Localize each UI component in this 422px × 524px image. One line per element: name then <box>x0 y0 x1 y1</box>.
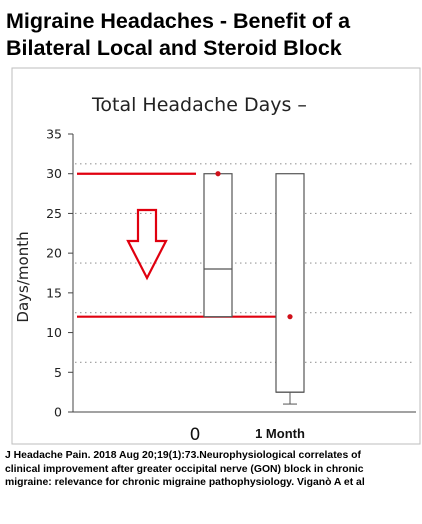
citation-line-3: migraine: relevance for chronic migraine… <box>5 477 365 489</box>
y-tick-label-0: 0 <box>54 405 62 420</box>
x-category-labels: 0 1 Month <box>190 425 305 445</box>
y-tick-label-5: 5 <box>54 365 62 380</box>
mean-marker-0 <box>215 171 221 177</box>
citation-line-2: clinical improvement after greater occip… <box>5 463 364 475</box>
box-plot-chart: Total Headache Days – Days/month 0 5 10 15 2… <box>11 67 421 445</box>
slide-title: Migraine Headaches - Benefit of a Bilate… <box>6 8 418 62</box>
x-category-label-1: 1 Month <box>255 426 305 441</box>
grid-lines <box>75 163 415 363</box>
down-arrow-annotation <box>126 208 168 281</box>
boxes <box>203 171 305 405</box>
box-1 <box>275 173 305 405</box>
y-tick-label-15: 15 <box>46 285 62 300</box>
chart-title: Total Headache Days – <box>91 94 307 116</box>
x-category-label-0: 0 <box>190 425 201 445</box>
chart-frame <box>11 67 421 445</box>
mean-marker-1 <box>287 314 293 320</box>
y-axis-label: Days/month <box>14 231 32 322</box>
box-body-1 <box>275 173 305 393</box>
slide-title-line-2: Bilateral Local and Steroid Block <box>6 36 342 60</box>
y-tick-label-20: 20 <box>46 246 62 261</box>
box-0 <box>203 171 233 318</box>
box-body-0 <box>203 173 233 318</box>
y-ticks: 0 5 10 15 20 25 30 35 <box>46 127 73 420</box>
y-tick-label-30: 30 <box>46 166 62 181</box>
reference-lines <box>77 172 279 318</box>
down-arrow-icon <box>126 208 168 281</box>
citation-line-1: J Headache Pain. 2018 Aug 20;19(1):73.Ne… <box>5 450 361 461</box>
y-tick-label-10: 10 <box>46 325 62 340</box>
citation: J Headache Pain. 2018 Aug 20;19(1):73.Ne… <box>5 449 419 490</box>
y-tick-label-25: 25 <box>46 206 62 221</box>
y-tick-label-35: 35 <box>46 127 62 142</box>
slide-title-line-1: Migraine Headaches - Benefit of a <box>6 9 351 33</box>
